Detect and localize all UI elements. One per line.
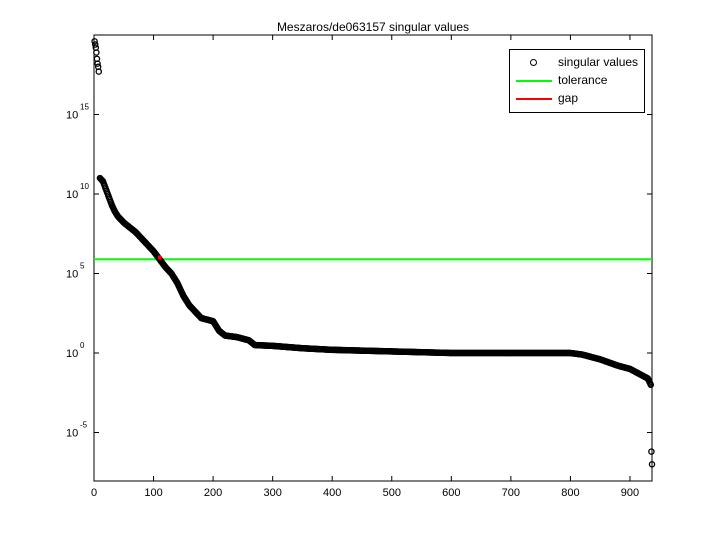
x-tick-label: 800	[561, 487, 579, 499]
y-tick-label-exponent: 15	[80, 103, 89, 112]
legend-entry-singular-values: singular values	[510, 54, 644, 72]
y-tick-label-base: 10	[66, 110, 78, 122]
gap-marker	[158, 255, 162, 260]
circle-marker-icon	[530, 59, 537, 66]
y-tick-label-exponent: 10	[80, 182, 89, 191]
y-tick-label-base: 10	[66, 348, 78, 360]
x-tick-label: 400	[323, 487, 341, 499]
legend-entry-gap: gap	[510, 90, 644, 108]
x-tick-label: 0	[91, 487, 97, 499]
singular-values-markers	[91, 38, 656, 468]
y-tick-label-base: 10	[66, 189, 78, 201]
y-tick-label-exponent: 0	[80, 341, 85, 350]
x-tick-label: 600	[442, 487, 460, 499]
y-tick-label-exponent: 5	[80, 262, 85, 271]
y-tick-label-base: 10	[66, 269, 78, 281]
axes-box	[93, 34, 653, 482]
red-line-icon	[516, 98, 552, 100]
x-tick-label: 900	[621, 487, 639, 499]
x-tick-label: 500	[383, 487, 401, 499]
y-tick-label-base: 10	[66, 428, 78, 440]
chart-title: Meszaros/de063157 singular values	[276, 20, 470, 34]
x-tick-label: 300	[263, 487, 281, 499]
y-tick-label-exponent: -5	[80, 421, 88, 430]
legend-entry-tolerance: tolerance	[510, 72, 644, 90]
x-tick-label: 700	[502, 487, 520, 499]
green-line-icon	[516, 80, 552, 82]
legend: singular values tolerance gap	[509, 49, 645, 113]
x-tick-label: 200	[204, 487, 222, 499]
x-tick-label: 100	[144, 487, 162, 499]
